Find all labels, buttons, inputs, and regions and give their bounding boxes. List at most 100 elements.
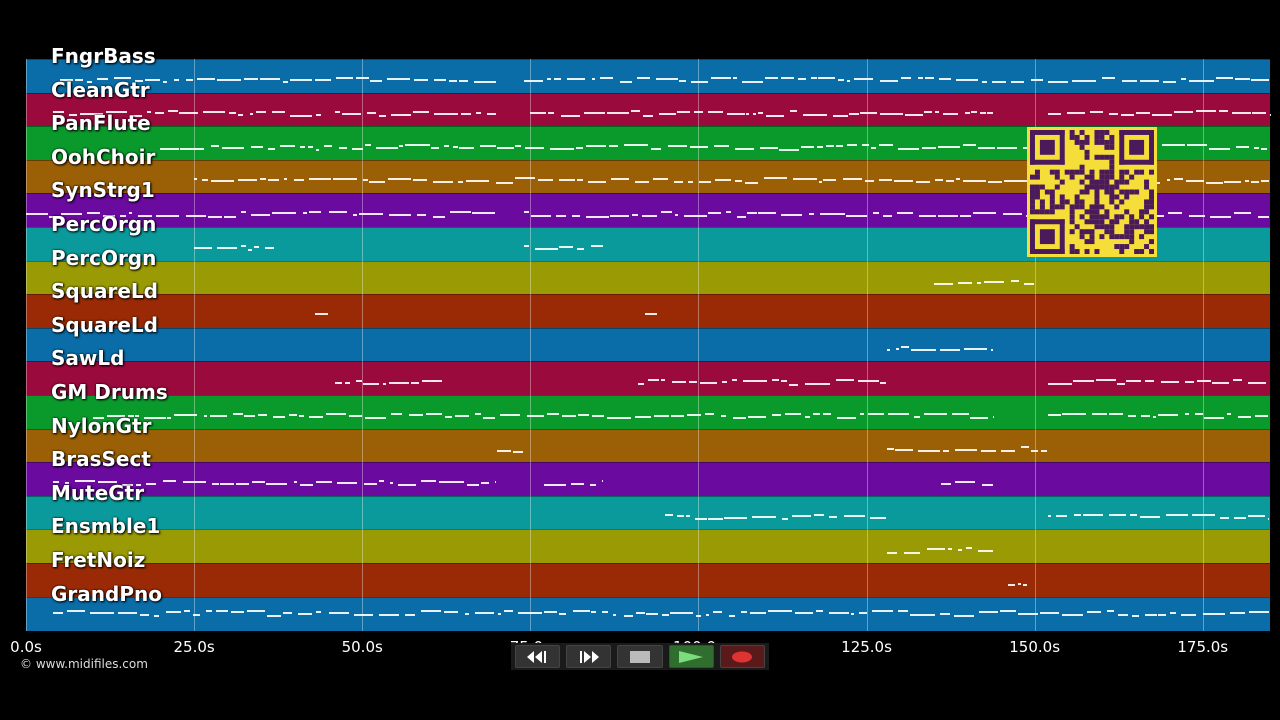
note-mark <box>335 111 341 114</box>
note-mark <box>445 415 452 418</box>
note-mark <box>851 613 855 616</box>
note-mark <box>179 112 199 115</box>
note-mark <box>223 215 237 218</box>
note-mark <box>978 146 995 149</box>
note-mark <box>201 178 208 181</box>
note-mark <box>194 178 198 181</box>
stop-button[interactable] <box>617 645 663 668</box>
note-mark <box>910 613 935 616</box>
note-mark <box>356 380 362 383</box>
note-mark <box>119 214 126 217</box>
note-mark <box>363 383 380 386</box>
note-mark <box>895 448 914 451</box>
note-mark <box>670 611 693 614</box>
note-mark <box>465 612 470 615</box>
note-mark <box>87 80 92 83</box>
note-mark <box>537 179 554 181</box>
note-mark <box>676 110 690 113</box>
note-mark <box>854 78 873 81</box>
note-mark <box>977 550 994 553</box>
note-mark <box>897 148 919 151</box>
note-mark <box>80 113 103 116</box>
note-mark <box>1000 610 1017 613</box>
note-mark <box>725 211 732 214</box>
note-mark <box>992 416 994 419</box>
note-mark <box>1109 113 1118 116</box>
note-mark <box>315 610 321 613</box>
note-mark <box>566 77 586 80</box>
note-mark <box>860 111 877 114</box>
note-mark <box>647 378 660 381</box>
note-mark <box>180 147 204 150</box>
note-mark <box>260 78 280 81</box>
note-mark <box>699 381 717 384</box>
note-mark <box>561 415 577 418</box>
note-mark <box>1109 413 1123 416</box>
note-mark <box>202 110 226 113</box>
note-mark <box>1117 383 1125 386</box>
note-mark <box>577 248 585 251</box>
note-mark <box>792 514 812 517</box>
note-mark <box>237 113 244 116</box>
note-mark <box>913 415 920 418</box>
note-mark <box>1166 179 1170 182</box>
play-button[interactable] <box>668 645 714 668</box>
note-mark <box>1181 78 1186 81</box>
note-mark <box>467 484 480 487</box>
note-mark <box>781 213 802 216</box>
note-mark <box>421 610 441 613</box>
note-mark <box>1235 146 1250 149</box>
note-mark <box>413 179 428 182</box>
note-mark <box>272 212 297 215</box>
note-mark <box>457 180 464 183</box>
note-mark <box>919 214 937 217</box>
note-mark <box>1158 414 1179 417</box>
note-mark <box>631 213 638 216</box>
note-mark <box>571 214 581 217</box>
qr-code <box>1027 127 1157 257</box>
note-mark <box>1118 614 1128 617</box>
record-button[interactable] <box>719 645 766 668</box>
note-mark <box>1230 611 1246 614</box>
note-mark <box>1224 181 1241 184</box>
fast-forward-button[interactable] <box>566 645 612 668</box>
note-mark <box>1208 147 1231 150</box>
note-mark <box>1002 212 1023 215</box>
note-mark <box>439 480 464 483</box>
note-mark <box>857 379 879 382</box>
note-mark <box>52 111 65 114</box>
note-mark <box>767 610 793 613</box>
note-mark <box>405 613 416 616</box>
note-mark <box>939 612 951 615</box>
note-mark <box>426 412 443 415</box>
note-mark <box>443 610 459 613</box>
fast-forward-icon <box>579 650 599 663</box>
note-mark <box>298 612 312 615</box>
note-mark <box>197 77 215 80</box>
note-mark <box>792 178 817 181</box>
note-mark <box>772 414 781 417</box>
note-mark <box>230 611 245 614</box>
rewind-button[interactable] <box>515 645 561 668</box>
note-mark <box>553 78 562 81</box>
grid-line <box>362 59 364 631</box>
note-mark <box>940 483 952 486</box>
note-mark <box>364 417 386 420</box>
note-mark <box>690 80 709 83</box>
note-mark <box>156 215 180 218</box>
note-mark <box>818 181 822 184</box>
note-mark <box>984 280 1005 283</box>
note-mark <box>1145 379 1155 382</box>
note-mark <box>573 610 590 613</box>
note-mark <box>89 611 114 614</box>
note-mark <box>1211 382 1230 385</box>
note-mark <box>602 480 604 483</box>
note-mark <box>106 110 128 113</box>
note-mark <box>138 214 152 217</box>
note-mark <box>1205 181 1223 184</box>
note-mark <box>480 481 490 484</box>
note-mark <box>747 416 766 419</box>
note-mark <box>405 143 430 146</box>
note-mark <box>981 483 994 486</box>
note-mark <box>644 312 658 315</box>
